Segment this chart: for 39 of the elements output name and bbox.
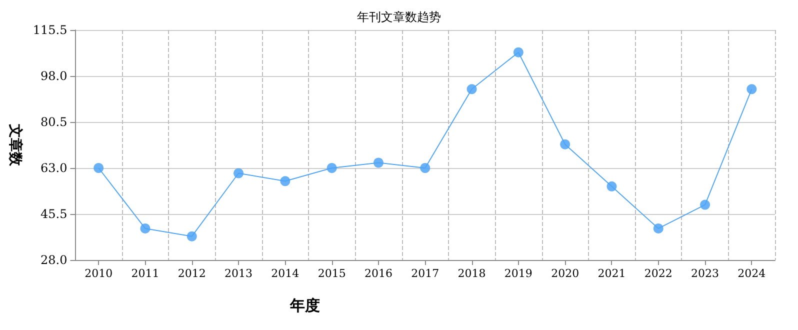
point [560, 139, 570, 150]
x-tick-label: 2018 [458, 267, 486, 280]
y-tick-label: 63.0 [40, 161, 68, 175]
point [94, 163, 104, 173]
x-tick-label: 2024 [738, 267, 766, 280]
point [420, 163, 430, 173]
point [373, 158, 384, 168]
x-tick-label: 2021 [598, 267, 626, 280]
x-tick-label: 2015 [318, 267, 346, 280]
x-axis-title: 年度 [289, 296, 320, 314]
point [700, 200, 710, 210]
point [140, 223, 150, 234]
x-tick-label: 2010 [84, 267, 113, 280]
y-tick-label: 45.5 [40, 207, 68, 221]
x-tick-label: 2013 [224, 267, 253, 280]
x-tick-label: 2016 [364, 267, 392, 280]
y-tick-label: 80.5 [40, 115, 68, 129]
point [326, 163, 337, 173]
x-tick-label: 2020 [551, 267, 580, 280]
y-axis-title: 文章数 [7, 123, 24, 167]
point [746, 84, 757, 94]
point [280, 176, 290, 186]
x-tick-label: 2014 [271, 267, 300, 280]
x-tick-label: 2023 [691, 267, 720, 280]
x-tick-label: 2019 [504, 267, 532, 280]
x-tick-label: 2022 [644, 267, 672, 280]
x-tick-label: 2011 [131, 267, 160, 280]
x-tick-label: 2012 [178, 267, 206, 280]
y-tick-label: 28.0 [40, 253, 68, 267]
chart-title: 年刊文章数趋势 [357, 10, 441, 24]
x-tick-label: 2017 [411, 267, 440, 280]
y-tick-label: 115.5 [32, 23, 68, 37]
point [234, 168, 244, 178]
point [513, 47, 524, 58]
point [653, 223, 664, 234]
point [186, 231, 197, 242]
point [606, 181, 617, 192]
y-tick-label: 98.0 [40, 69, 68, 83]
point [466, 84, 477, 94]
